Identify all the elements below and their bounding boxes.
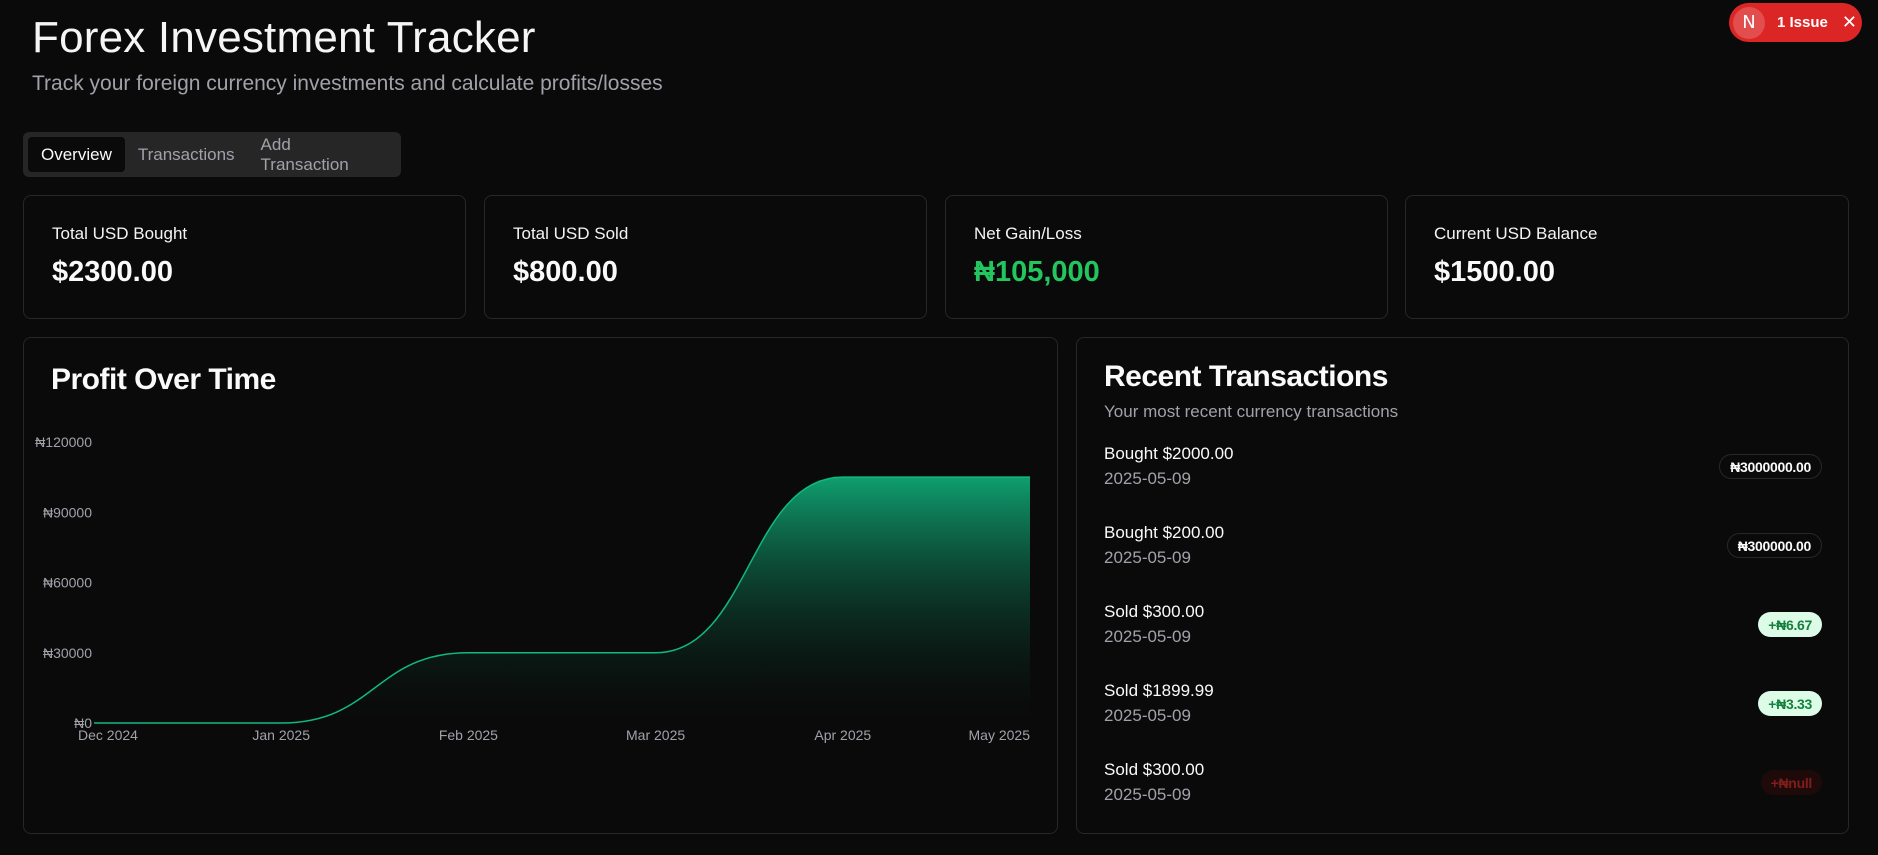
chart-title: Profit Over Time <box>51 363 276 396</box>
page-title: Forex Investment Tracker <box>32 13 536 62</box>
stat-value: $800.00 <box>513 256 618 288</box>
tab-transactions[interactable]: Transactions <box>137 144 235 164</box>
stat-card-total-sold: Total USD Sold $800.00 <box>484 195 927 319</box>
transaction-date: 2025-05-09 <box>1104 706 1191 725</box>
stat-value: $2300.00 <box>52 256 173 288</box>
transaction-profit-badge: +₦null <box>1760 770 1822 795</box>
profit-chart: Profit Over Time ₦0 ₦30000 ₦60000 ₦90000 ₦12… <box>35 363 1031 743</box>
stat-value: $1500.00 <box>1434 256 1555 288</box>
transaction-date: 2025-05-09 <box>1104 469 1191 488</box>
transaction-description: Bought $2000.00 <box>1104 444 1234 463</box>
x-tick-label: May 2025 <box>969 727 1031 743</box>
transaction-profit-badge: +₦6.67 <box>1758 612 1822 637</box>
page-subtitle: Track your foreign currency investments … <box>32 72 663 95</box>
stat-card-current-balance: Current USD Balance $1500.00 <box>1405 195 1849 319</box>
profit-area <box>94 477 1030 723</box>
y-tick-label: ₦60000 <box>43 575 92 591</box>
y-tick-label: ₦0 <box>74 715 92 731</box>
transaction-item: Bought $200.00 2025-05-09 ₦300000.00 <box>1104 523 1822 602</box>
nextjs-logo-icon[interactable]: N <box>1733 6 1765 39</box>
x-tick-label: Apr 2025 <box>814 727 871 743</box>
x-tick-label: Dec 2024 <box>78 727 138 743</box>
tab-list: Overview Transactions Add Transaction <box>23 132 401 177</box>
y-tick-label: ₦90000 <box>43 504 92 520</box>
stat-label: Current USD Balance <box>1434 224 1598 243</box>
transaction-date: 2025-05-09 <box>1104 627 1191 646</box>
issues-count-label[interactable]: 1 Issue <box>1777 14 1828 31</box>
transaction-description: Bought $200.00 <box>1104 523 1225 542</box>
transactions-title: Recent Transactions <box>1104 360 1388 393</box>
issues-indicator[interactable]: N 1 Issue ✕ <box>1729 3 1862 42</box>
stat-label: Total USD Sold <box>513 224 629 243</box>
recent-transactions-panel: Recent Transactions Your most recent cur… <box>1076 337 1849 834</box>
transaction-amount-badge: ₦3000000.00 <box>1719 454 1822 479</box>
transaction-description: Sold $300.00 <box>1104 602 1205 621</box>
transaction-profit-badge: +₦3.33 <box>1758 691 1822 716</box>
x-tick-label: Feb 2025 <box>439 727 498 743</box>
transaction-amount-badge: ₦300000.00 <box>1726 533 1822 558</box>
stat-label: Net Gain/Loss <box>974 224 1082 243</box>
stat-value: ₦105,000 <box>974 256 1100 288</box>
tab-overview[interactable]: Overview <box>28 137 125 172</box>
x-tick-label: Jan 2025 <box>252 727 310 743</box>
transactions-description: Your most recent currency transactions <box>1104 402 1399 421</box>
transaction-item: Sold $300.00 2025-05-09 +₦null <box>1104 760 1822 839</box>
close-icon[interactable]: ✕ <box>1841 12 1857 32</box>
transaction-description: Sold $1899.99 <box>1104 681 1214 700</box>
transactions-list: Bought $2000.00 2025-05-09 ₦3000000.00 B… <box>1104 444 1822 839</box>
transaction-description: Sold $300.00 <box>1104 760 1205 779</box>
stat-card-net-gain-loss: Net Gain/Loss ₦105,000 <box>945 195 1388 319</box>
tab-add-transaction[interactable]: Add Transaction <box>260 134 349 174</box>
stat-card-total-bought: Total USD Bought $2300.00 <box>23 195 466 319</box>
profit-line <box>94 476 1030 724</box>
profit-over-time-panel: Profit Over Time ₦0 ₦30000 ₦60000 ₦90000 ₦12… <box>23 337 1058 834</box>
x-tick-label: Mar 2025 <box>626 727 685 743</box>
transaction-date: 2025-05-09 <box>1104 548 1191 567</box>
transaction-date: 2025-05-09 <box>1104 785 1191 804</box>
transaction-item: Bought $2000.00 2025-05-09 ₦3000000.00 <box>1104 444 1822 523</box>
stat-label: Total USD Bought <box>52 224 188 243</box>
transaction-item: Sold $300.00 2025-05-09 +₦6.67 <box>1104 602 1822 681</box>
transactions-header: Recent Transactions Your most recent cur… <box>1104 360 1398 422</box>
transaction-item: Sold $1899.99 2025-05-09 +₦3.33 <box>1104 681 1822 760</box>
y-tick-label: ₦30000 <box>43 645 92 661</box>
page-header: Forex Investment Tracker Track your fore… <box>32 12 663 96</box>
y-tick-label: ₦120000 <box>35 434 92 450</box>
